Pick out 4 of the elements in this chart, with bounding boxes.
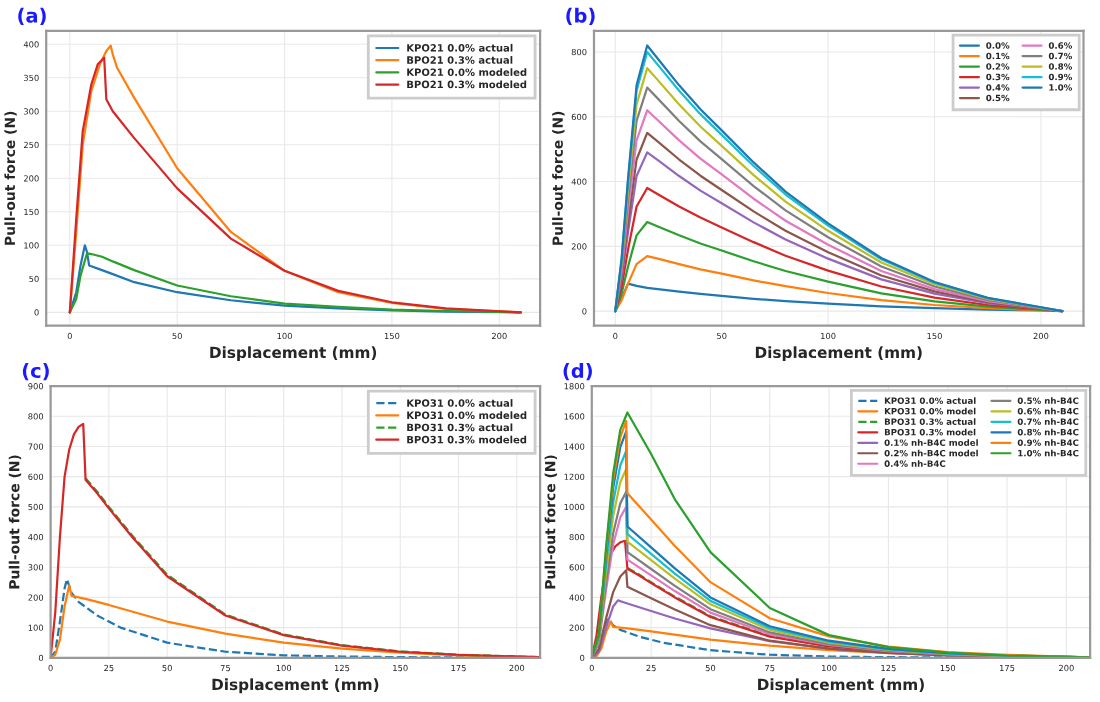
chart-title: (b) [566, 7, 595, 26]
chart-title: (a) [18, 7, 46, 26]
chart-title: (d) [563, 362, 592, 381]
chart-title: (c) [22, 363, 49, 381]
